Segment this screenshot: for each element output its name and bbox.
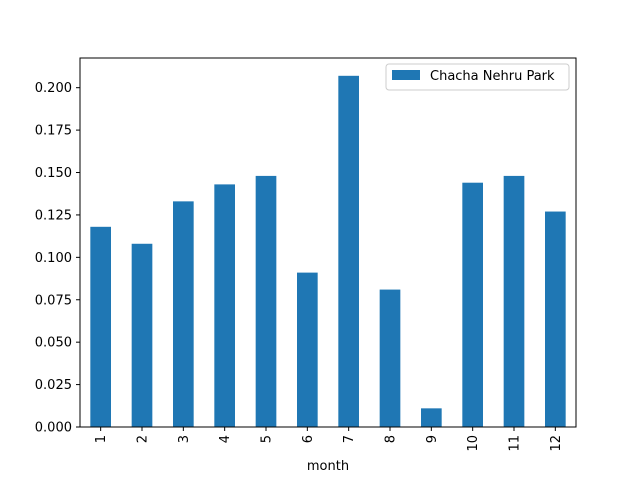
- legend-label: Chacha Nehru Park: [430, 69, 555, 84]
- y-tick-label: 0.125: [35, 208, 72, 223]
- x-tick-label: 9: [425, 435, 440, 443]
- x-tick-label: 1: [94, 435, 109, 443]
- bar-month-11: [503, 175, 525, 427]
- y-tick-label: 0.150: [35, 166, 72, 181]
- bar-month-4: [214, 184, 235, 427]
- bar-month-6: [297, 272, 318, 427]
- x-tick-label: 11: [508, 435, 523, 452]
- legend-swatch: [392, 70, 420, 80]
- x-tick-label: 3: [177, 435, 192, 443]
- plot-frame: [79, 57, 577, 428]
- x-axis-title: month: [307, 459, 349, 474]
- bar-month-7: [338, 75, 359, 427]
- y-tick-label: 0.050: [35, 336, 72, 351]
- x-tick-label: 2: [136, 435, 151, 443]
- bar-month-1: [90, 226, 111, 427]
- bar-month-5: [255, 175, 277, 427]
- bar-month-10: [462, 182, 483, 427]
- x-tick-label: 10: [466, 435, 481, 452]
- x-tick-label: 5: [260, 435, 275, 443]
- y-tick-label: 0.075: [35, 293, 72, 308]
- bar-month-2: [131, 243, 153, 427]
- y-tick-label: 0.200: [35, 81, 72, 96]
- legend-box: [385, 63, 570, 91]
- y-tick-label: 0.025: [35, 378, 72, 393]
- bar-month-8: [379, 289, 401, 427]
- bar-month-12: [545, 211, 566, 427]
- bar-month-9: [421, 408, 442, 427]
- y-tick-label: 0.175: [35, 124, 72, 139]
- x-tick-label: 8: [384, 435, 399, 443]
- x-tick-label: 7: [342, 435, 357, 443]
- x-axis: 1 2 3 4 5 6 7 8 9 10 11 12: [94, 427, 564, 452]
- y-tick-label: 0.100: [35, 251, 72, 266]
- legend: Chacha Nehru Park: [385, 63, 570, 91]
- bars-layer: [90, 75, 566, 427]
- x-tick-label: 4: [218, 435, 233, 443]
- x-tick-label: 12: [549, 435, 564, 452]
- bar-month-3: [173, 201, 194, 427]
- y-tick-label: 0.000: [35, 421, 72, 436]
- y-axis: 0.000 0.025 0.050 0.075 0.100 0.125 0.150 0.175…: [35, 81, 80, 436]
- x-tick-label: 6: [301, 435, 316, 443]
